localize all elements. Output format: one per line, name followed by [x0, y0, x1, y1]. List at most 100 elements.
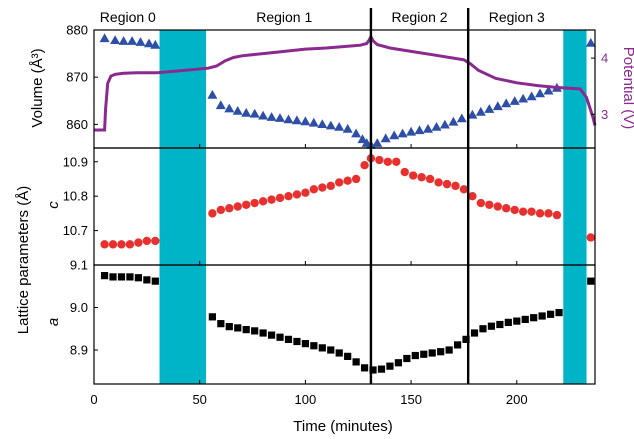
a-point-8: [217, 320, 225, 328]
c-point-0: [100, 240, 109, 249]
region-label-2: Region 2: [392, 9, 448, 25]
a-point-46: [538, 312, 546, 320]
c-point-31: [409, 171, 418, 180]
volume-point-33: [414, 125, 425, 135]
a-point-28: [386, 362, 394, 370]
a-point-23: [344, 352, 352, 360]
a-point-38: [470, 329, 479, 337]
a-point-39: [479, 325, 487, 333]
c-point-37: [459, 185, 469, 194]
volume-point-48: [543, 85, 554, 95]
volume-point-21: [325, 120, 336, 130]
c-point-47: [544, 209, 553, 218]
shared-y-axis-title: Lattice parameters (Å): [15, 186, 32, 334]
volume-point-46: [526, 91, 537, 101]
a-point-14: [267, 331, 276, 339]
volume-point-37: [448, 116, 459, 126]
volume-point-32: [406, 126, 417, 136]
volume-point-38: [456, 113, 467, 123]
volume-point-16: [283, 114, 294, 124]
c-point-45: [527, 207, 536, 216]
a-point-47: [547, 310, 555, 318]
c-point-40: [485, 200, 494, 209]
a-point-45: [530, 314, 538, 322]
c-point-14: [267, 195, 276, 204]
volume-point-9: [224, 103, 235, 113]
volume-point-24: [351, 128, 362, 138]
c-point-44: [518, 207, 528, 216]
c-point-29: [392, 157, 401, 166]
right-tick-label-0: 3: [601, 107, 608, 122]
a-point-13: [259, 329, 267, 337]
volume-point-42: [492, 101, 503, 111]
panel-frames: [93, 8, 596, 385]
a-point-4: [134, 274, 142, 282]
c-point-48: [552, 210, 562, 220]
c-point-27: [375, 155, 384, 165]
a-point-20: [318, 344, 326, 352]
c-point-19: [309, 185, 319, 194]
c-point-13: [258, 197, 268, 206]
a-point-27: [377, 365, 386, 373]
volume-point-14: [266, 112, 277, 121]
c-point-42: [502, 204, 511, 213]
x-tick-label-4: 200: [506, 392, 528, 407]
a-point-16: [284, 335, 293, 343]
volume-point-1: [110, 35, 121, 44]
a-point-21: [327, 346, 335, 354]
a-point-15: [276, 333, 284, 341]
y-tick-label-0-2: 880: [66, 23, 88, 38]
a-axis-title: a: [45, 318, 62, 326]
y-tick-label-0-1: 870: [66, 70, 88, 85]
c-point-2: [117, 240, 126, 249]
a-point-30: [403, 354, 411, 363]
volume-point-13: [258, 110, 269, 120]
c-point-6: [151, 236, 160, 246]
data-marks: [94, 33, 597, 374]
region-label-3: Region 3: [489, 9, 545, 25]
y-tick-label-2-1: 9.0: [70, 300, 88, 315]
a-point-29: [394, 359, 403, 367]
c-axis-title: c: [45, 201, 62, 209]
a-point-41: [496, 320, 504, 329]
c-point-38: [468, 191, 477, 201]
a-point-43: [513, 317, 521, 325]
volume-point-10: [232, 106, 243, 115]
volume-point-4: [135, 37, 146, 46]
c-point-36: [451, 181, 460, 191]
c-point-20: [318, 183, 327, 192]
axis-ticks: [93, 29, 595, 384]
volume-point-15: [275, 113, 285, 122]
volume-point-31: [397, 128, 408, 138]
volume-point-19: [308, 117, 319, 127]
volume-point-28: [372, 138, 383, 147]
c-point-21: [326, 181, 335, 191]
volume-point-2: [118, 36, 129, 45]
y-tick-label-1-1: 10.8: [63, 189, 88, 204]
c-point-15: [275, 193, 285, 203]
a-point-35: [445, 346, 453, 354]
y-tick-label-1-0: 10.7: [63, 223, 88, 238]
a-point-18: [301, 340, 309, 348]
volume-point-6: [150, 39, 161, 49]
volume-point-11: [241, 107, 252, 117]
c-point-24: [351, 174, 361, 184]
a-point-10: [234, 324, 242, 332]
c-point-49: [586, 233, 595, 242]
c-point-23: [343, 176, 352, 185]
y-tick-label-2-2: 9.1: [70, 258, 88, 273]
volume-point-8: [215, 100, 226, 110]
a-point-1: [109, 273, 117, 281]
a-point-6: [151, 277, 159, 285]
c-point-35: [442, 179, 452, 189]
y-tick-label-2-0: 8.9: [70, 343, 88, 358]
x-tick-label-1: 50: [192, 392, 206, 407]
c-point-8: [216, 205, 226, 215]
c-point-34: [434, 178, 443, 187]
a-point-48: [555, 309, 563, 317]
a-point-44: [521, 315, 529, 323]
x-axis-title: Time (minutes): [293, 418, 392, 435]
volume-point-39: [467, 109, 478, 119]
volume-point-17: [291, 115, 302, 125]
potential-line: [94, 33, 597, 132]
